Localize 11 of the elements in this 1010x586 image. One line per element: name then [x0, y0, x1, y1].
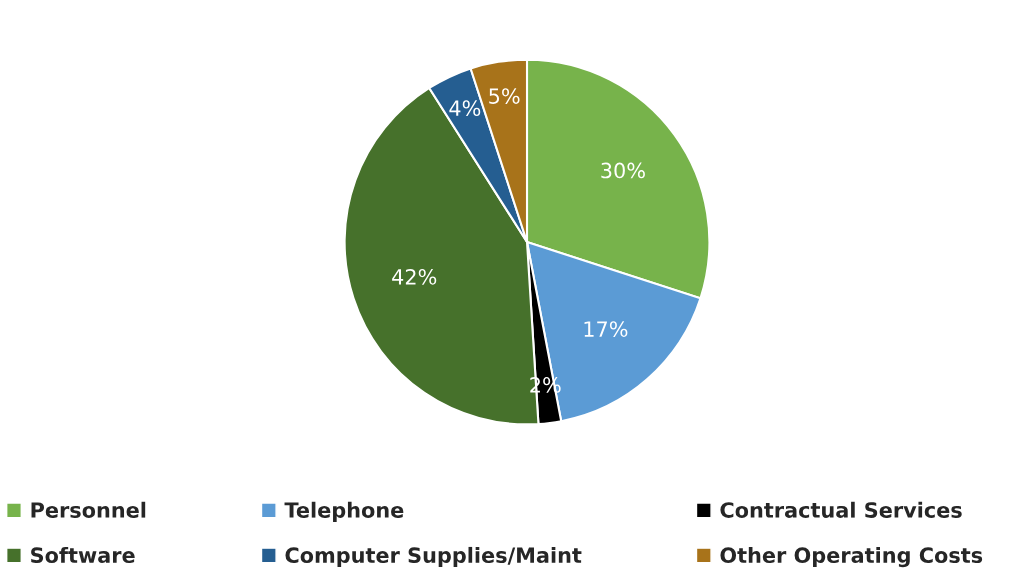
data-label: 17%: [584, 321, 628, 337]
legend-label: Other Operating Costs: [720, 546, 983, 568]
legend-label: Contractual Services: [720, 501, 962, 518]
data-label: 30%: [601, 162, 645, 179]
data-label: 42%: [392, 268, 437, 285]
legend-label: Telephone: [284, 501, 404, 522]
legend-label: Computer Supplies/Maint: [285, 546, 582, 568]
legend-label: Software: [31, 546, 135, 564]
data-label: 5%: [489, 88, 520, 104]
data-label: 4%: [449, 100, 481, 117]
legend-label: Personnel: [31, 501, 146, 518]
